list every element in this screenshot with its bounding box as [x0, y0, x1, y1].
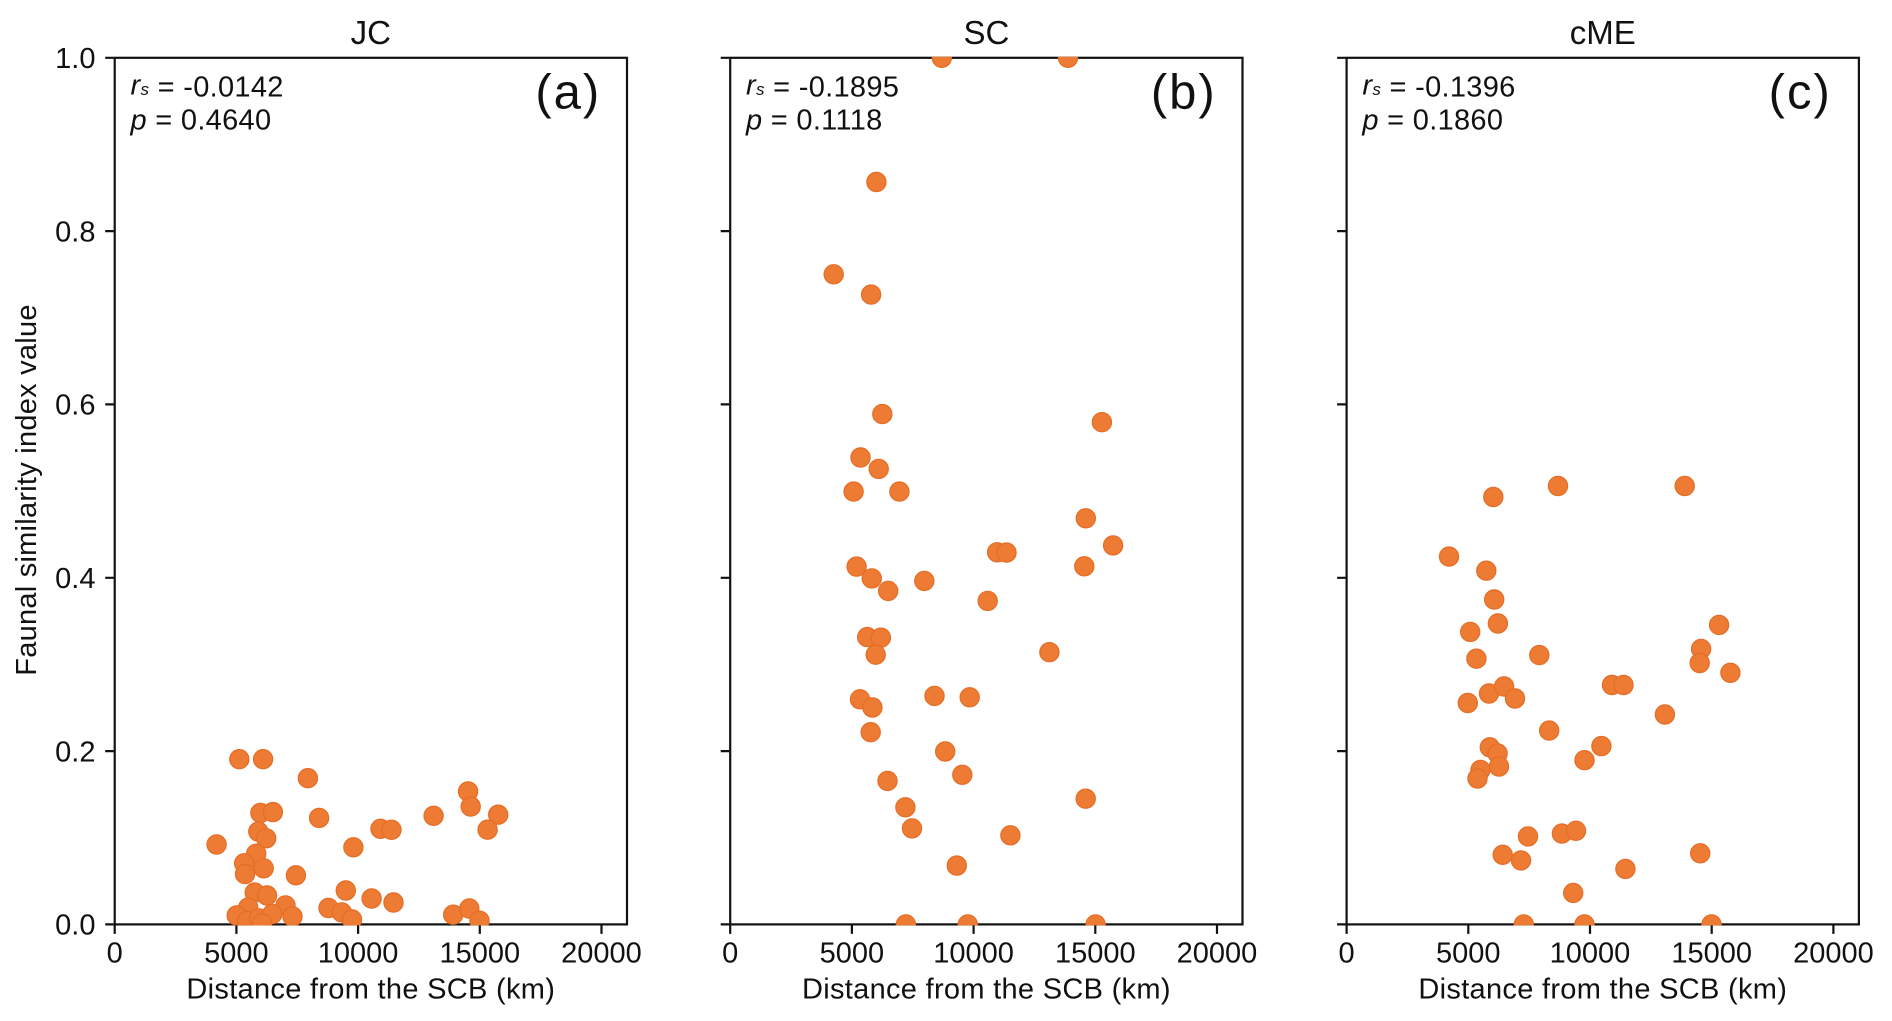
svg-text:SC: SC: [963, 14, 1009, 51]
svg-text:p = 0.1118: p = 0.1118: [745, 105, 883, 137]
svg-text:JC: JC: [351, 14, 391, 51]
svg-text:15000: 15000: [1671, 938, 1752, 970]
svg-text:rs = -0.1396: rs = -0.1396: [1362, 70, 1515, 104]
svg-text:0.4: 0.4: [55, 563, 95, 595]
svg-text:rs = -0.1895: rs = -0.1895: [746, 70, 899, 104]
svg-text:0.0: 0.0: [55, 910, 95, 942]
svg-text:0.8: 0.8: [55, 216, 95, 248]
svg-text:10000: 10000: [933, 938, 1014, 970]
svg-text:10000: 10000: [1550, 938, 1631, 970]
svg-text:cME: cME: [1570, 14, 1636, 51]
svg-text:(b): (b): [1151, 65, 1217, 119]
svg-text:Distance from the SCB (km): Distance from the SCB (km): [186, 974, 555, 1006]
svg-text:Distance from the SCB (km): Distance from the SCB (km): [1418, 974, 1787, 1006]
svg-text:0: 0: [722, 938, 738, 970]
svg-text:(c): (c): [1769, 65, 1832, 119]
svg-text:5000: 5000: [1436, 938, 1501, 970]
svg-text:p = 0.1860: p = 0.1860: [1361, 105, 1503, 137]
svg-text:0: 0: [107, 938, 123, 970]
svg-text:1.0: 1.0: [55, 43, 95, 75]
svg-text:rs = -0.0142: rs = -0.0142: [131, 70, 284, 104]
svg-text:5000: 5000: [820, 938, 885, 970]
svg-text:(a): (a): [535, 65, 601, 119]
svg-text:0.2: 0.2: [55, 736, 95, 768]
svg-text:10000: 10000: [318, 938, 399, 970]
svg-text:p = 0.4640: p = 0.4640: [130, 105, 272, 137]
svg-text:15000: 15000: [1055, 938, 1136, 970]
svg-text:0.6: 0.6: [55, 390, 95, 422]
svg-text:5000: 5000: [204, 938, 269, 970]
svg-text:Faunal similarity index value: Faunal similarity index value: [11, 304, 43, 676]
svg-text:20000: 20000: [561, 938, 642, 970]
svg-text:Distance from the SCB (km): Distance from the SCB (km): [802, 974, 1171, 1006]
svg-text:0: 0: [1339, 938, 1355, 970]
svg-text:15000: 15000: [439, 938, 520, 970]
svg-text:20000: 20000: [1177, 938, 1258, 970]
svg-text:20000: 20000: [1793, 938, 1874, 970]
